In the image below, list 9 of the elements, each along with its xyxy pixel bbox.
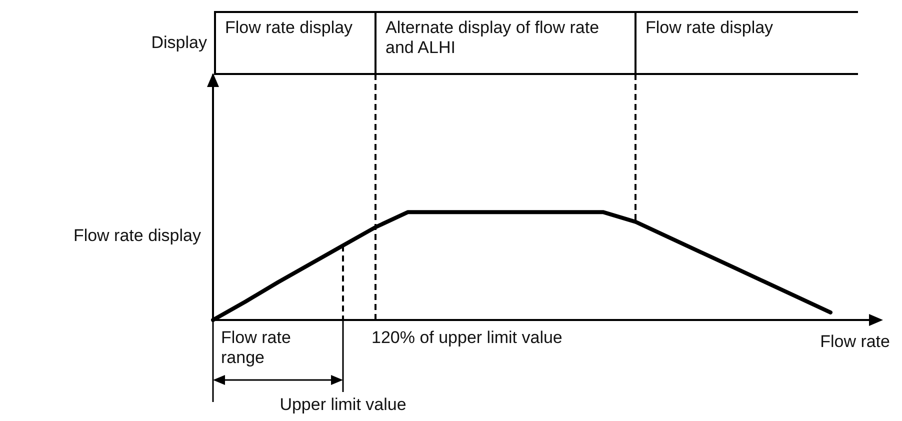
text: 120% of upper limit value bbox=[372, 328, 562, 348]
x-axis-title: Flow rate bbox=[820, 332, 890, 352]
text: Alternate display of flow rate and ALHI bbox=[384, 17, 600, 59]
text: Display bbox=[151, 33, 207, 53]
text: Flow rate display bbox=[644, 17, 774, 39]
text: Flow rate display bbox=[224, 17, 354, 39]
y-axis-title: Flow rate display bbox=[73, 226, 201, 246]
text: Upper limit value bbox=[280, 395, 406, 415]
text: Flow rate range bbox=[221, 328, 292, 368]
